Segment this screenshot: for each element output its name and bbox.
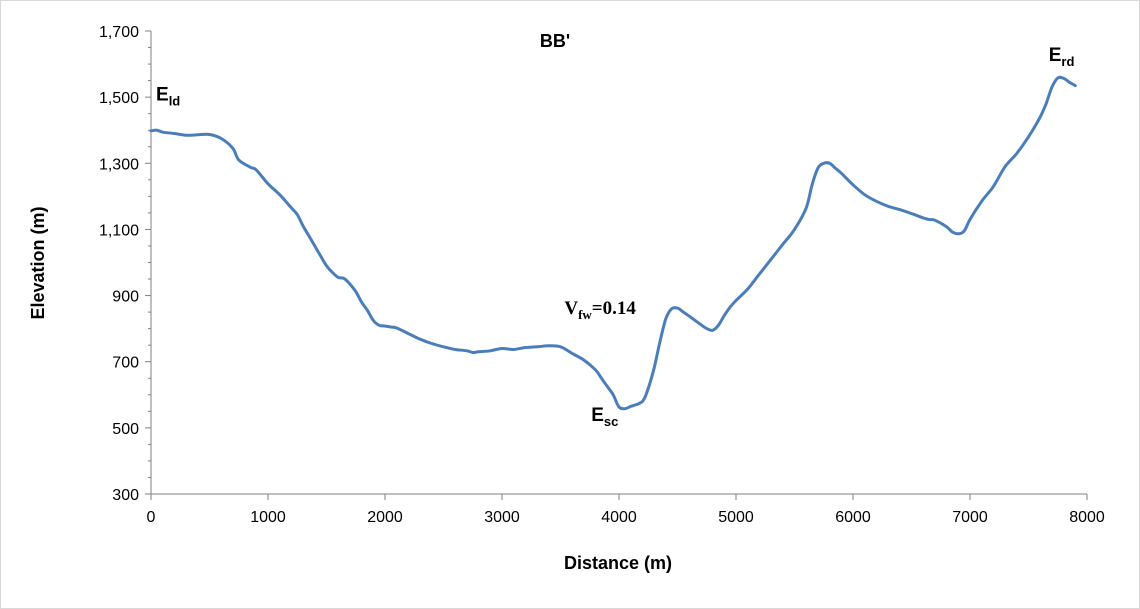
y-tick-label: 1,500 <box>99 90 139 107</box>
y-tick-label: 500 <box>112 421 139 438</box>
annotation-e-ld: Eld <box>156 84 180 108</box>
x-tick-label: 6000 <box>835 509 871 526</box>
elevation-series-line <box>149 75 1077 411</box>
y-axis-ticks: 300 500 700 900 1,100 1,300 1,500 1,700 <box>99 24 151 504</box>
x-tick-label: 3000 <box>484 509 520 526</box>
annotation-e-sc: Esc <box>591 405 618 429</box>
x-axis-ticks: 0 1000 2000 3000 4000 5000 6000 7000 8000 <box>147 494 1105 526</box>
x-tick-label: 4000 <box>601 509 637 526</box>
y-tick-label: 1,700 <box>99 24 139 41</box>
y-tick-label: 900 <box>112 289 139 306</box>
x-tick-label: 1000 <box>250 509 286 526</box>
annotations: Eld Erd Esc Vfw=0.14 <box>156 45 1074 429</box>
annotation-v-fw: Vfw=0.14 <box>564 298 636 322</box>
x-tick-label: 8000 <box>1069 509 1105 526</box>
y-tick-label: 300 <box>112 487 139 504</box>
y-tick-label: 1,100 <box>99 222 139 239</box>
x-axis-title: Distance (m) <box>564 553 672 573</box>
x-tick-label: 5000 <box>718 509 754 526</box>
annotation-e-rd: Erd <box>1049 45 1075 69</box>
chart-title: BB' <box>540 31 570 51</box>
y-tick-label: 700 <box>112 355 139 372</box>
y-axis-title: Elevation (m) <box>28 206 48 319</box>
y-tick-label: 1,300 <box>99 156 139 173</box>
x-tick-label: 0 <box>147 509 156 526</box>
x-tick-label: 2000 <box>367 509 403 526</box>
x-tick-label: 7000 <box>952 509 988 526</box>
